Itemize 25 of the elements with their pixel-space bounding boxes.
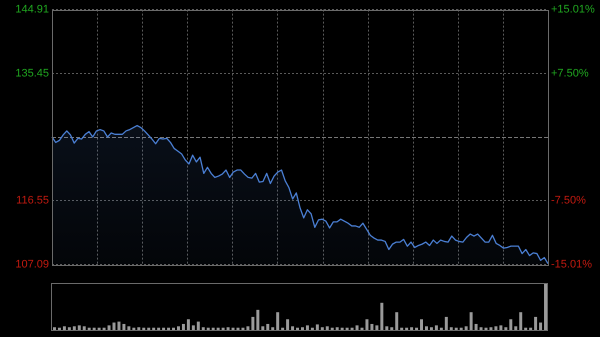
bar xyxy=(196,322,200,331)
bar xyxy=(420,319,424,331)
bar xyxy=(534,316,538,331)
y-tick-label: 135.45 xyxy=(15,67,49,80)
bar xyxy=(444,316,448,331)
bar xyxy=(380,302,384,331)
y2-tick-label: -7.50% xyxy=(551,194,586,207)
bar xyxy=(519,312,522,331)
bar xyxy=(117,322,120,331)
bar xyxy=(256,310,260,331)
bar xyxy=(276,312,280,331)
bar xyxy=(365,319,368,331)
y2-tick-label: -15.01% xyxy=(551,258,592,270)
y-tick-label: 116.55 xyxy=(16,194,49,207)
bar xyxy=(286,319,290,331)
y2-tick-label: +7.50% xyxy=(551,67,589,80)
y2-tick-label: +15.01% xyxy=(551,4,595,16)
bar xyxy=(509,319,512,331)
y-tick-label: 107.09 xyxy=(15,258,49,270)
y-tick-label: 144.91 xyxy=(15,4,49,16)
bar xyxy=(186,319,190,331)
bar xyxy=(544,284,548,331)
bar xyxy=(470,312,473,331)
bar xyxy=(395,312,398,331)
bar xyxy=(251,316,254,331)
